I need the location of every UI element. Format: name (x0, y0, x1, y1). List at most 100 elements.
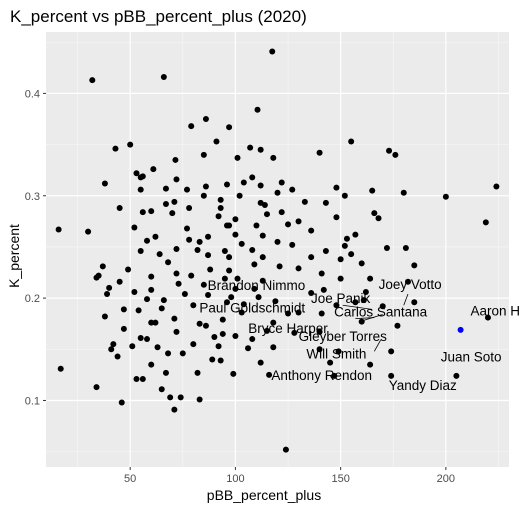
data-point (179, 350, 186, 357)
data-point (318, 310, 325, 317)
point-label: Carlos Santana (334, 305, 428, 320)
data-point (333, 184, 340, 191)
data-point (200, 192, 207, 199)
data-point (167, 394, 174, 401)
data-point (269, 48, 276, 55)
data-point (125, 266, 132, 273)
data-point (139, 375, 146, 382)
data-point (278, 179, 285, 186)
data-point (240, 179, 247, 186)
data-point (211, 334, 218, 341)
data-point (160, 297, 167, 304)
data-point (120, 325, 127, 332)
data-point (215, 213, 222, 220)
data-point (261, 201, 268, 208)
point-label: Anthony Rendon (271, 368, 372, 383)
data-point (148, 208, 155, 215)
data-point (238, 309, 245, 316)
data-points (55, 48, 500, 453)
point-label: Joey Votto (379, 277, 442, 292)
data-point (158, 386, 165, 393)
data-point (318, 270, 325, 277)
data-point (272, 298, 279, 305)
data-point (152, 319, 159, 326)
data-point (257, 359, 264, 366)
data-point (205, 233, 212, 240)
data-point (257, 182, 264, 189)
point-label: Joe Panik (311, 291, 371, 306)
data-point (400, 189, 407, 196)
data-point (308, 254, 315, 261)
data-point (177, 394, 184, 401)
data-point (352, 299, 359, 306)
data-point (358, 260, 365, 267)
data-point (129, 343, 136, 350)
data-point (337, 256, 344, 263)
data-point (348, 251, 355, 258)
data-point (57, 365, 64, 372)
data-point (404, 278, 411, 285)
data-point (253, 222, 260, 229)
data-point (232, 285, 239, 292)
data-point (55, 226, 62, 233)
data-point (99, 263, 106, 270)
data-point (316, 149, 323, 156)
data-point (240, 301, 247, 308)
data-point (333, 214, 340, 221)
data-point (137, 248, 144, 255)
data-point (308, 290, 315, 296)
data-point (152, 233, 159, 240)
label-connector (355, 317, 375, 319)
data-point (360, 297, 367, 304)
data-point (276, 263, 283, 270)
data-point (144, 237, 151, 244)
data-point (226, 267, 233, 274)
data-point (289, 186, 296, 193)
data-point (388, 372, 395, 379)
data-point (173, 176, 180, 183)
data-point (131, 288, 138, 295)
data-point (295, 265, 302, 272)
point-labels: Joey Votto Brandon Nimmo Joe Panik Aaron Hi… (199, 277, 519, 393)
data-point (150, 166, 157, 173)
x-tick-label: 200 (437, 473, 455, 485)
data-point (200, 281, 207, 288)
data-point (362, 288, 369, 295)
data-point (175, 280, 182, 287)
data-point (106, 284, 113, 291)
data-point (154, 344, 161, 351)
y-axis-ticks: 0.1 0.2 0.3 0.4 (25, 88, 46, 407)
data-point (223, 181, 230, 188)
point-label: Aaron Hicks (471, 304, 519, 319)
data-point (249, 247, 256, 254)
data-point (331, 372, 338, 379)
data-point (270, 344, 277, 351)
data-point (188, 123, 195, 130)
data-point (392, 151, 399, 158)
point-label: Juan Soto (441, 350, 502, 365)
data-point (337, 275, 344, 282)
data-point (202, 183, 209, 190)
data-point (118, 399, 125, 406)
data-point (226, 254, 233, 261)
data-point (162, 185, 169, 192)
data-point (160, 74, 167, 81)
data-point (207, 266, 214, 273)
data-point (254, 106, 261, 113)
data-point (234, 154, 241, 161)
y-axis-title: K_percent (6, 224, 22, 288)
data-point (247, 144, 254, 151)
data-point (184, 225, 191, 232)
data-point (205, 292, 212, 299)
data-point (259, 277, 266, 284)
y-tick-label: 0.3 (25, 191, 40, 203)
data-point (343, 235, 350, 242)
data-point (165, 350, 172, 357)
data-point (453, 372, 460, 379)
data-point (85, 228, 92, 235)
data-point (217, 205, 224, 212)
data-point (371, 210, 378, 217)
data-point (202, 322, 209, 329)
data-point (194, 247, 201, 254)
data-point (139, 173, 146, 180)
